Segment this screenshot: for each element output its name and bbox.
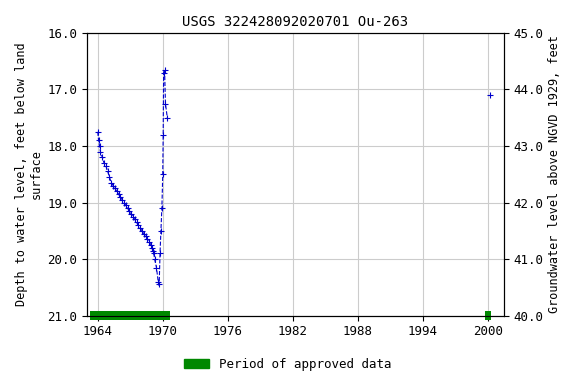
Y-axis label: Depth to water level, feet below land
surface: Depth to water level, feet below land su… [15,43,43,306]
Legend: Period of approved data: Period of approved data [179,353,397,376]
Y-axis label: Groundwater level above NGVD 1929, feet: Groundwater level above NGVD 1929, feet [548,35,561,313]
Title: USGS 322428092020701 Ou-263: USGS 322428092020701 Ou-263 [183,15,408,29]
